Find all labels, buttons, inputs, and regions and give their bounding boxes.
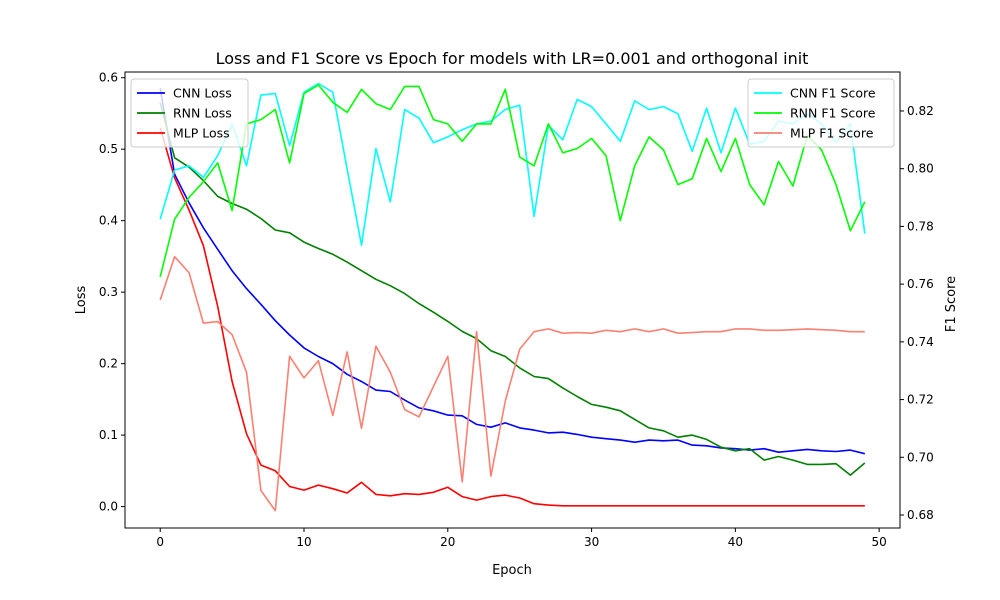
- mlp-f1-score-line: [159, 255, 865, 512]
- y-axis-left: 0.0 0.1 0.2 0.3 0.4 0.5 0.6: [99, 71, 125, 514]
- rnn-f1-score-line: [159, 84, 866, 278]
- y-right-tick-label: 0.72: [907, 393, 934, 407]
- x-tick-label: 10: [296, 535, 311, 549]
- x-tick-label: 20: [440, 535, 455, 549]
- y-right-tick-label: 0.80: [907, 162, 934, 176]
- x-tick-label: 50: [872, 535, 887, 549]
- y-left-tick-label: 0.2: [99, 357, 118, 371]
- y-right-tick-label: 0.78: [907, 219, 934, 233]
- legend-entry-rnn-loss: RNN Loss: [173, 106, 232, 121]
- x-tick-label: 40: [728, 535, 743, 549]
- axes-frame: [124, 71, 901, 529]
- plot-area: [159, 82, 866, 512]
- y-left-tick-label: 0.0: [99, 500, 118, 514]
- x-tick-label: 30: [584, 535, 599, 549]
- cnn-f1-score-line: [159, 82, 866, 246]
- y-left-tick-label: 0.4: [99, 214, 118, 228]
- mlp-loss-line: [159, 127, 865, 507]
- cnn-loss-line: [159, 88, 865, 455]
- legend-box: [130, 78, 249, 148]
- legend-entry-cnn-loss: CNN Loss: [173, 86, 232, 101]
- x-tick-label: 0: [156, 535, 164, 549]
- legend-entry-cnn-f1-score: CNN F1 Score: [790, 86, 876, 101]
- y-axis-left-label: Loss: [74, 286, 89, 315]
- y-axis-right: 0.68 0.70 0.72 0.74 0.76 0.78 0.80 0.82: [900, 104, 934, 522]
- y-left-tick-label: 0.5: [99, 142, 118, 156]
- y-left-tick-label: 0.3: [99, 285, 118, 299]
- legend-box: [747, 78, 895, 148]
- y-right-tick-label: 0.68: [907, 508, 934, 522]
- y-right-tick-label: 0.70: [907, 450, 934, 464]
- legend-f1: CNN F1 Score RNN F1 Score MLP F1 Score: [747, 78, 895, 148]
- x-axis: 0 10 20 30 40 50: [156, 528, 887, 549]
- legend-loss: CNN Loss RNN Loss MLP Loss: [130, 78, 249, 148]
- legend-entry-mlp-f1-score: MLP F1 Score: [790, 126, 874, 141]
- y-right-tick-label: 0.74: [907, 335, 934, 349]
- y-right-tick-label: 0.76: [907, 277, 934, 291]
- y-axis-right-label: F1 Score: [944, 276, 959, 332]
- y-left-tick-label: 0.6: [99, 71, 118, 85]
- legend-entry-rnn-f1-score: RNN F1 Score: [790, 106, 876, 121]
- y-left-tick-label: 0.1: [99, 428, 118, 442]
- y-right-tick-label: 0.82: [907, 104, 934, 118]
- chart-title: Loss and F1 Score vs Epoch for models wi…: [216, 49, 809, 68]
- rnn-loss-line: [159, 102, 866, 476]
- legend-entry-mlp-loss: MLP Loss: [173, 126, 230, 141]
- x-axis-label: Epoch: [492, 563, 532, 578]
